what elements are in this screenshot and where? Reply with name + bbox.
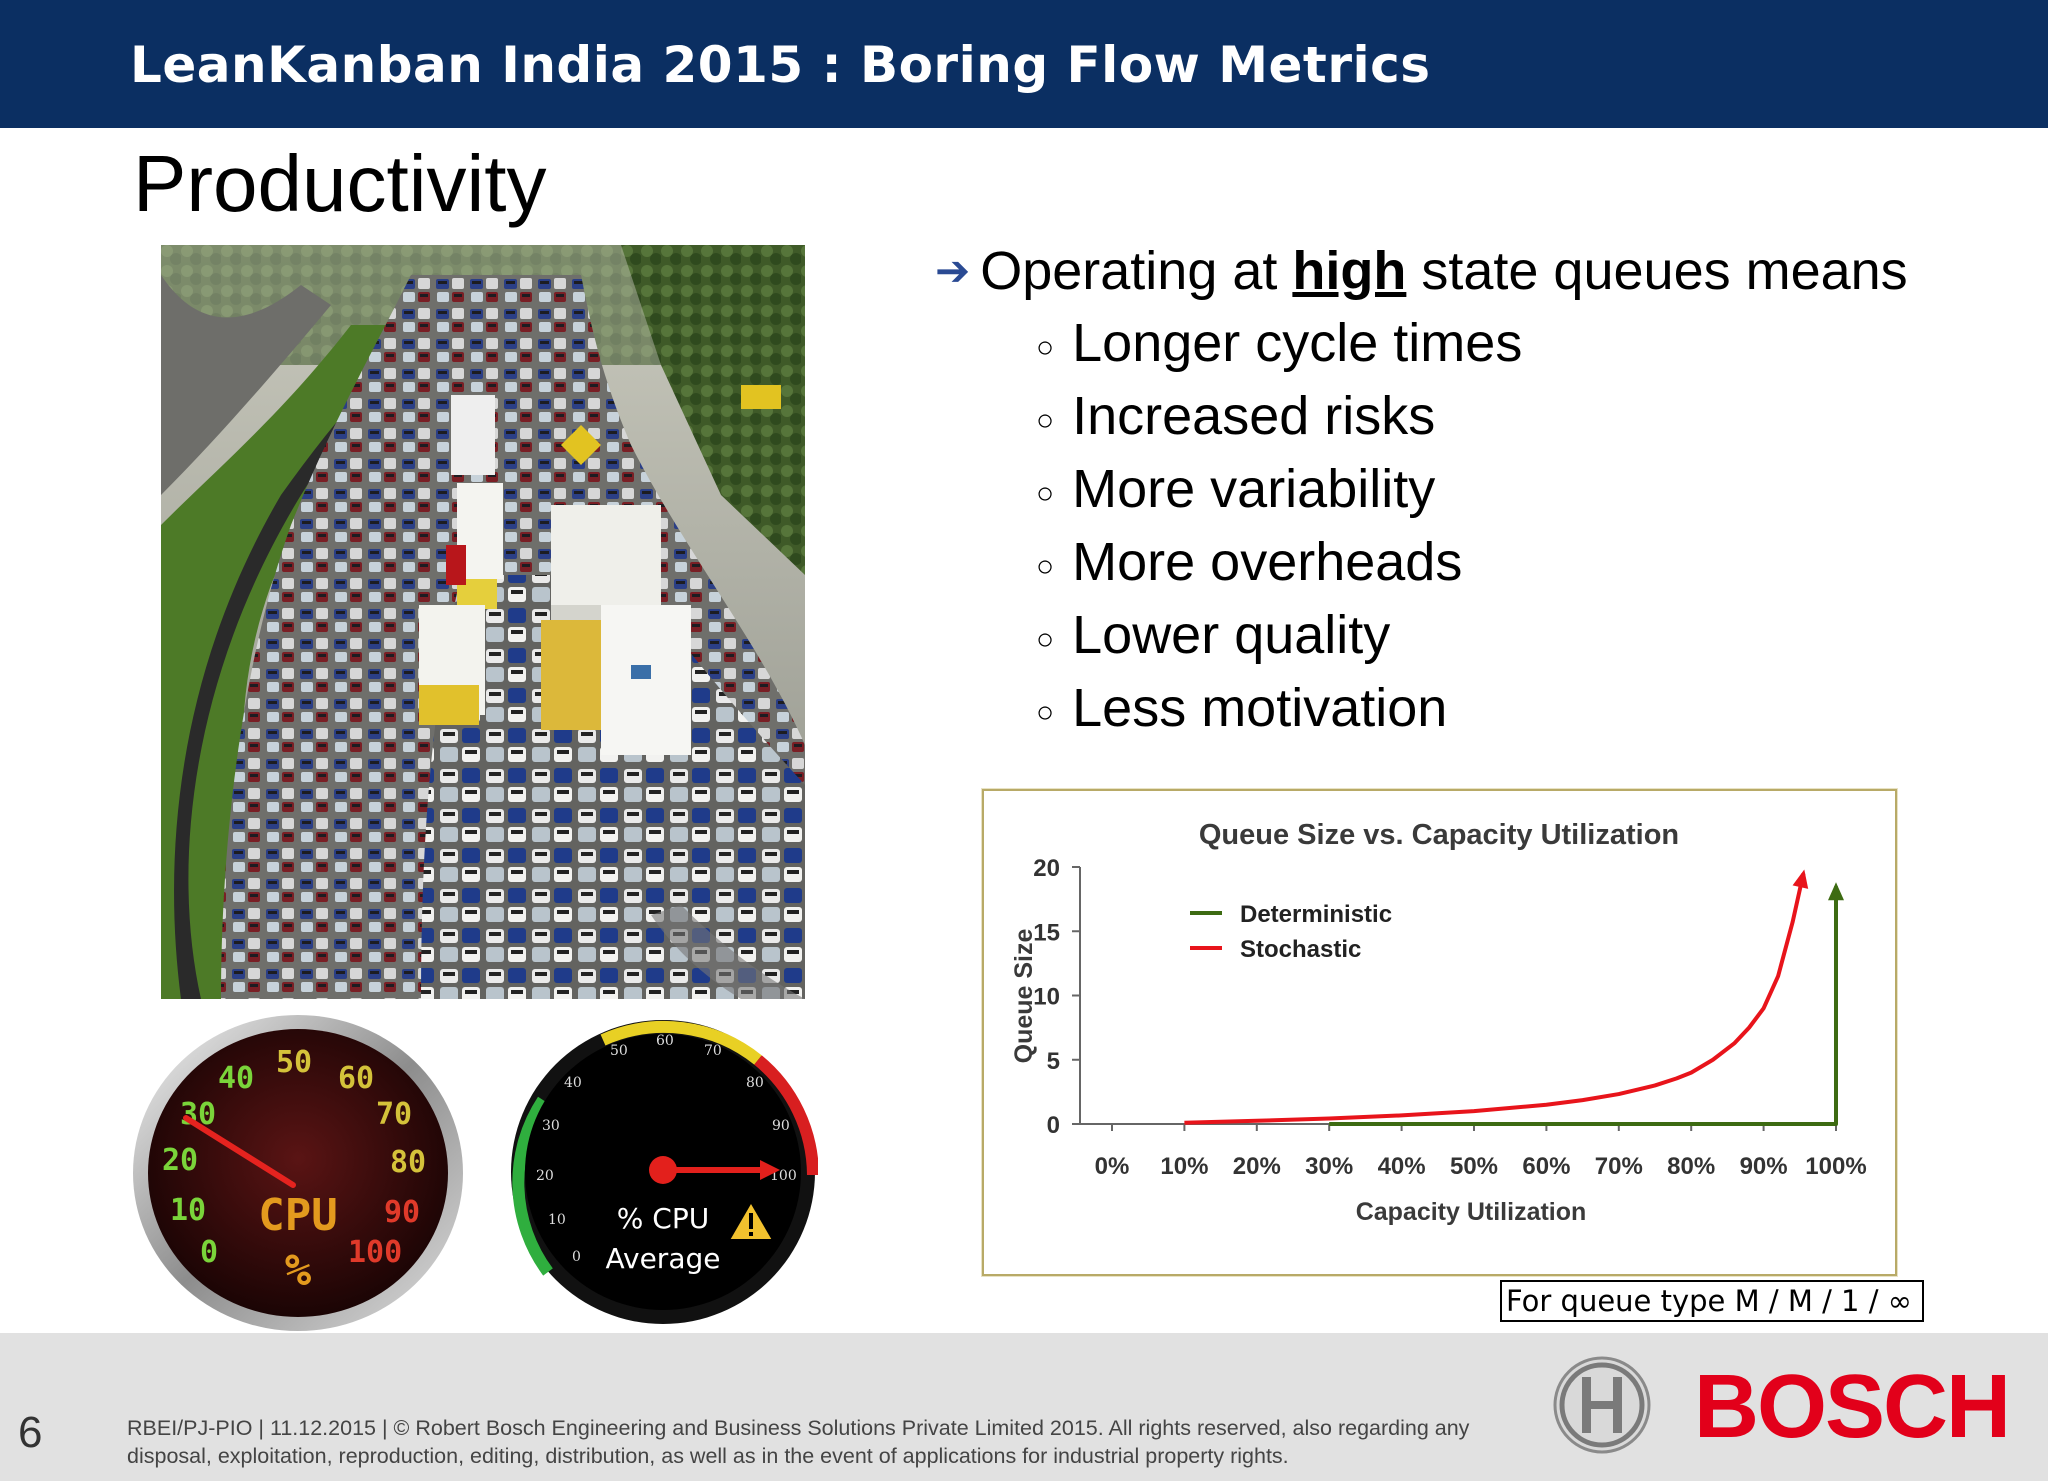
slide-title: Productivity — [133, 139, 547, 228]
gauge-label-cpu: CPU — [258, 1190, 337, 1241]
footer-legal-text: RBEI/PJ-PIO | 11.12.2015 | © Robert Bosc… — [127, 1416, 1470, 1468]
list-item: ○ Less motivation — [1036, 677, 1522, 750]
chart-y-tick-label: 0 — [1047, 1112, 1060, 1139]
list-item-text: More overheads — [1072, 532, 1463, 592]
gauge-label-percent: % — [285, 1245, 312, 1296]
footer-bar — [0, 1333, 2048, 1481]
list-item: ○ More overheads — [1036, 531, 1522, 604]
chart-legend-label: Stochastic — [1240, 936, 1361, 963]
chart-y-tick-label: 10 — [1033, 984, 1060, 1011]
sub-bullet-list: ○ Longer cycle times ○ Increased risks ○ Mo… — [1036, 312, 1522, 750]
main-bullet-suffix: state queues means — [1406, 241, 1908, 301]
gauge-tick-70: 70 — [376, 1097, 412, 1132]
chart-x-tick-label: 0% — [1095, 1153, 1130, 1180]
chart-x-tick-label: 40% — [1378, 1153, 1426, 1180]
gauge-tick-20: 20 — [162, 1143, 198, 1178]
chart-x-tick-label: 60% — [1522, 1153, 1570, 1180]
list-item: ○ More variability — [1036, 458, 1522, 531]
gauge2-label-line2: Average — [606, 1242, 721, 1275]
warning-icon — [727, 1200, 775, 1241]
gauge2-label-line1: % CPU — [617, 1202, 709, 1235]
gauge2-tick-70: 70 — [704, 1043, 722, 1059]
list-item: ○ Longer cycle times — [1036, 312, 1522, 385]
circle-bullet-icon: ○ — [1036, 696, 1055, 729]
chart-x-tick-label: 10% — [1160, 1153, 1208, 1180]
cpu-average-gauge: 0 10 20 30 40 50 60 70 80 90 100 % CPU A… — [511, 1020, 818, 1324]
page-number: 6 — [18, 1408, 43, 1457]
gauge2-tick-40: 40 — [564, 1075, 582, 1091]
chart-legend-label: Deterministic — [1240, 901, 1392, 928]
chart-series-line-stochastic — [1184, 872, 1806, 1125]
list-item: ○ Increased risks — [1036, 385, 1522, 458]
circle-bullet-icon: ○ — [1036, 331, 1055, 364]
list-item: ○ Lower quality — [1036, 604, 1522, 677]
list-item-text: More variability — [1072, 459, 1436, 519]
gauge-tick-10: 10 — [170, 1193, 206, 1228]
chart-title: Queue Size vs. Capacity Utilization — [1199, 819, 1679, 851]
bosch-wordmark: BOSCH — [1694, 1357, 2011, 1457]
bosch-armature-logo-icon — [1553, 1356, 1651, 1454]
cpu-speedometer-gauge: 0 10 20 30 40 50 60 70 80 90 100 CPU % — [133, 1015, 463, 1331]
gauge-tick-80: 80 — [390, 1145, 426, 1180]
gauge-tick-60: 60 — [338, 1061, 374, 1096]
circle-bullet-icon: ○ — [1036, 404, 1055, 437]
gauge2-tick-80: 80 — [746, 1075, 764, 1091]
chart-x-label: Capacity Utilization — [1356, 1198, 1587, 1226]
gauge2-tick-0: 0 — [572, 1249, 581, 1265]
chart-series-arrowhead — [1828, 882, 1844, 901]
gauge2-tick-50: 50 — [610, 1043, 628, 1059]
traffic-jam-photo — [161, 245, 805, 999]
circle-bullet-icon: ○ — [1036, 550, 1055, 583]
list-item-text: Increased risks — [1072, 386, 1436, 446]
chart-x-tick-label: 90% — [1740, 1153, 1788, 1180]
chart-y-tick-label: 5 — [1047, 1048, 1060, 1075]
chart-series-arrowhead — [1792, 869, 1809, 889]
chart-x-tick-label: 100% — [1805, 1153, 1866, 1180]
chart-y-label: Queue Size — [1010, 929, 1038, 1064]
chart-y-tick-label: 15 — [1033, 919, 1060, 946]
list-item-text: Less motivation — [1072, 678, 1448, 738]
main-bullet-prefix: Operating at — [980, 241, 1293, 301]
queue-type-note: For queue type M / M / 1 / ∞ — [1500, 1280, 1924, 1322]
chart-x-tick-label: 80% — [1667, 1153, 1715, 1180]
gauge2-tick-60: 60 — [656, 1033, 674, 1049]
gauge-tick-100: 100 — [348, 1235, 402, 1270]
main-bullet-emphasis: high — [1292, 241, 1407, 301]
list-item-text: Longer cycle times — [1072, 313, 1523, 373]
chart-x-tick-label: 50% — [1450, 1153, 1498, 1180]
gauge2-tick-20: 20 — [536, 1168, 554, 1184]
gauge-tick-40: 40 — [218, 1061, 254, 1096]
gauge2-tick-100: 100 — [770, 1168, 797, 1184]
chart-x-tick-label: 20% — [1233, 1153, 1281, 1180]
header-title: LeanKanban India 2015 : Boring Flow Metr… — [130, 36, 1431, 94]
chart-x-tick-label: 70% — [1595, 1153, 1643, 1180]
main-bullet: ➔ Operating at high state queues means — [935, 240, 1908, 302]
arrow-right-icon: ➔ — [935, 247, 971, 294]
list-item-text: Lower quality — [1072, 605, 1391, 665]
gauge-tick-90: 90 — [384, 1195, 420, 1230]
gauge2-tick-90: 90 — [772, 1118, 790, 1134]
gauge2-tick-10: 10 — [548, 1212, 566, 1228]
gauge-tick-0: 0 — [200, 1235, 218, 1270]
chart-y-tick-label: 20 — [1033, 855, 1060, 882]
gauge2-tick-30: 30 — [542, 1118, 560, 1134]
circle-bullet-icon: ○ — [1036, 623, 1055, 656]
header-bar: LeanKanban India 2015 : Boring Flow Metr… — [0, 0, 2048, 128]
chart-canvas: Queue Size vs. Capacity Utilization Queu… — [1010, 819, 1867, 1226]
circle-bullet-icon: ○ — [1036, 477, 1055, 510]
queue-size-chart: Queue Size vs. Capacity Utilization Queu… — [982, 789, 1897, 1276]
gauge-tick-50: 50 — [276, 1045, 312, 1080]
chart-x-tick-label: 30% — [1305, 1153, 1353, 1180]
chart-series-line-deterministic — [1329, 886, 1838, 1126]
